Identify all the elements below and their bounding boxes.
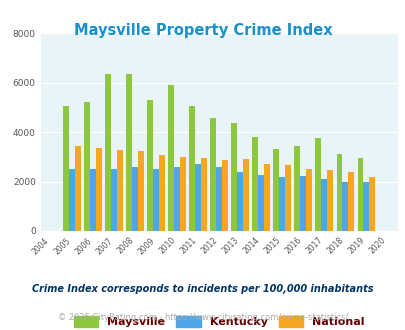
Bar <box>90 169 96 231</box>
Bar <box>63 106 69 231</box>
Bar <box>258 175 264 231</box>
Bar <box>210 118 216 231</box>
Bar <box>84 102 90 231</box>
Bar <box>132 167 138 231</box>
Bar <box>180 157 185 231</box>
Bar <box>75 146 81 231</box>
Bar <box>195 164 200 231</box>
Bar <box>336 154 341 231</box>
Bar <box>147 100 153 231</box>
Bar <box>300 176 305 231</box>
Bar <box>153 169 159 231</box>
Bar <box>252 137 258 231</box>
Bar <box>174 167 180 231</box>
Bar <box>117 150 123 231</box>
Text: Maysville Property Crime Index: Maysville Property Crime Index <box>73 23 332 38</box>
Bar <box>279 177 285 231</box>
Bar <box>96 148 102 231</box>
Bar <box>264 164 269 231</box>
Bar <box>200 158 207 231</box>
Bar <box>326 170 333 231</box>
Bar <box>273 149 279 231</box>
Bar <box>357 158 362 231</box>
Bar <box>105 74 111 231</box>
Bar <box>369 177 374 231</box>
Bar <box>126 74 132 231</box>
Bar <box>159 155 164 231</box>
Bar <box>189 106 195 231</box>
Bar <box>315 138 321 231</box>
Bar <box>222 160 228 231</box>
Bar <box>69 169 75 231</box>
Text: © 2025 CityRating.com - https://www.cityrating.com/crime-statistics/: © 2025 CityRating.com - https://www.city… <box>58 313 347 322</box>
Bar <box>168 85 174 231</box>
Bar <box>138 151 144 231</box>
Bar <box>231 123 237 231</box>
Bar <box>362 182 369 231</box>
Bar <box>341 182 347 231</box>
Bar <box>321 179 326 231</box>
Bar <box>305 169 311 231</box>
Bar <box>294 146 300 231</box>
Bar <box>216 167 222 231</box>
Text: Crime Index corresponds to incidents per 100,000 inhabitants: Crime Index corresponds to incidents per… <box>32 284 373 294</box>
Bar <box>243 159 249 231</box>
Bar <box>237 172 243 231</box>
Bar <box>111 169 117 231</box>
Bar <box>285 165 290 231</box>
Legend: Maysville, Kentucky, National: Maysville, Kentucky, National <box>69 312 368 330</box>
Bar <box>347 172 353 231</box>
